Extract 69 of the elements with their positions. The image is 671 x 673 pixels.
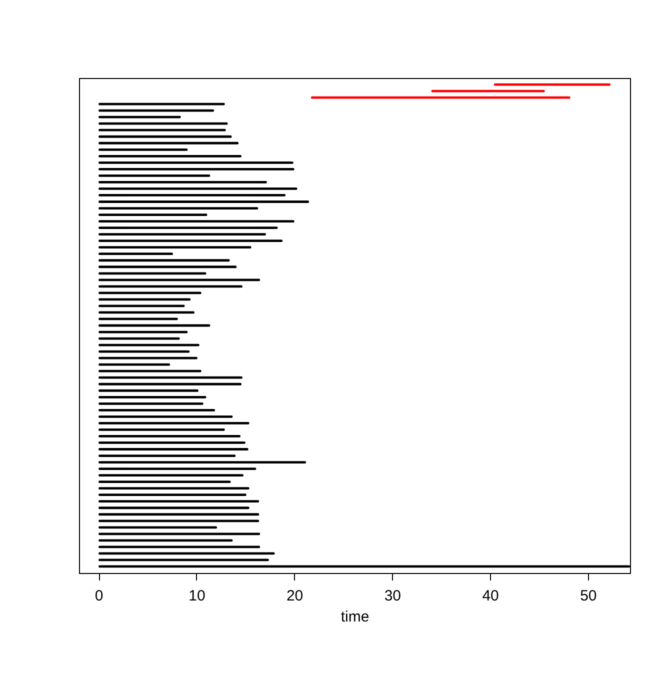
bar	[98, 363, 170, 366]
bar	[98, 461, 306, 464]
bar	[98, 500, 260, 503]
bar	[98, 207, 258, 210]
x-tick-label: 30	[384, 588, 402, 604]
bar	[98, 292, 202, 294]
bar	[98, 298, 191, 301]
bar	[98, 532, 260, 536]
bar	[98, 454, 236, 457]
bar	[98, 526, 217, 529]
bar	[98, 272, 206, 275]
bar	[98, 370, 202, 372]
bar	[98, 494, 246, 496]
bar	[98, 109, 214, 112]
bar	[98, 252, 173, 256]
bar	[98, 480, 231, 484]
bar	[98, 168, 294, 170]
bar	[98, 102, 225, 106]
bar	[98, 122, 228, 125]
bar	[98, 422, 250, 424]
bar	[98, 350, 190, 353]
x-tick-label: 0	[94, 588, 104, 604]
bar	[98, 487, 250, 490]
x-tick-label: 10	[188, 588, 206, 604]
x-tick-label: 50	[580, 588, 597, 604]
bar	[98, 389, 198, 392]
bar	[98, 442, 246, 444]
bar	[98, 188, 298, 190]
bar	[98, 194, 286, 196]
bar	[98, 448, 248, 450]
bar	[98, 376, 242, 379]
bar	[98, 402, 204, 405]
bar	[98, 154, 242, 158]
bar	[98, 220, 294, 222]
bar	[98, 356, 198, 360]
bar	[98, 506, 250, 510]
bar	[98, 128, 226, 132]
bar	[98, 266, 237, 268]
bar	[98, 233, 266, 236]
bar	[98, 200, 309, 203]
x-axis-title: time	[340, 608, 370, 626]
bar	[98, 278, 260, 282]
bar	[98, 214, 208, 216]
bar	[98, 148, 188, 151]
bar	[98, 428, 225, 431]
bar	[98, 408, 216, 412]
bar	[98, 435, 240, 438]
bar	[98, 415, 233, 418]
bar	[98, 520, 260, 522]
bar	[98, 513, 260, 516]
bar	[98, 135, 232, 138]
bar	[98, 174, 210, 177]
bar	[98, 468, 256, 470]
bar	[98, 246, 252, 249]
bar	[98, 226, 278, 230]
bar	[98, 474, 244, 477]
bar	[98, 116, 181, 118]
bar	[98, 539, 233, 542]
bar	[98, 396, 206, 398]
bar	[98, 161, 294, 164]
x-tick-label: 40	[482, 588, 499, 604]
bar	[98, 546, 260, 548]
bar	[98, 240, 283, 242]
bar	[98, 382, 242, 386]
bar	[98, 142, 239, 144]
bar	[98, 285, 242, 288]
x-tick-label: 20	[286, 588, 304, 604]
bar	[98, 181, 267, 184]
bar	[98, 259, 230, 262]
